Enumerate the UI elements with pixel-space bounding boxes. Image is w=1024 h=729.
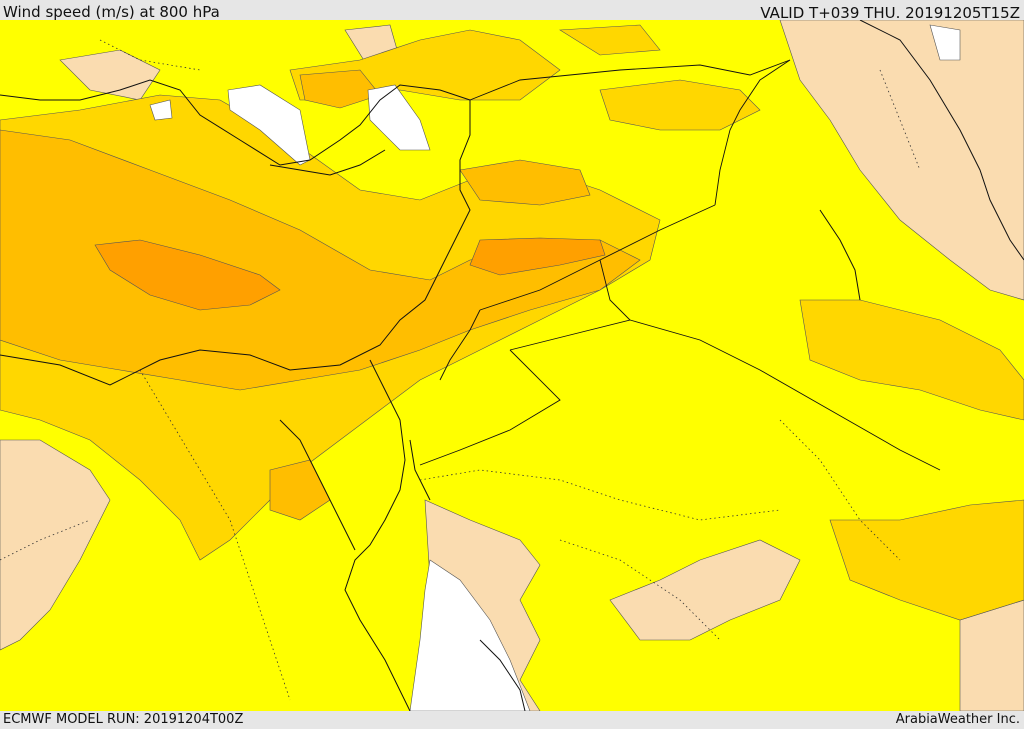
political-borders bbox=[419, 59, 941, 471]
masked-water bbox=[149, 24, 961, 711]
header-bar bbox=[0, 0, 1024, 20]
footer-bar bbox=[0, 711, 1024, 729]
coastlines bbox=[0, 20, 1024, 711]
admin-borders bbox=[0, 39, 921, 701]
valid-time: VALID T+039 THU. 20191205T15Z bbox=[760, 4, 1020, 22]
model-run-label: ECMWF MODEL RUN: 20191204T00Z bbox=[3, 712, 244, 727]
wind-speed-map bbox=[0, 20, 1024, 711]
map-title: Wind speed (m/s) at 800 hPa bbox=[3, 3, 220, 21]
credit-label: ArabiaWeather Inc. bbox=[895, 712, 1020, 727]
wind-level-3 bbox=[0, 69, 641, 521]
wind-level-4 bbox=[94, 237, 606, 311]
